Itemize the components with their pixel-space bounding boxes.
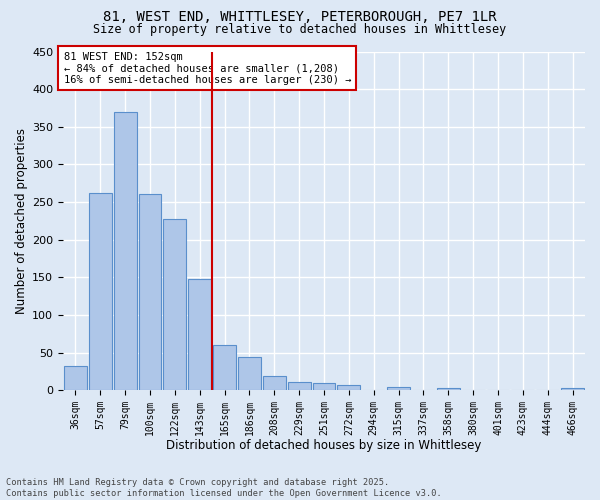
Text: Contains HM Land Registry data © Crown copyright and database right 2025.
Contai: Contains HM Land Registry data © Crown c… — [6, 478, 442, 498]
X-axis label: Distribution of detached houses by size in Whittlesey: Distribution of detached houses by size … — [166, 440, 482, 452]
Bar — [337, 385, 360, 390]
Text: Size of property relative to detached houses in Whittlesey: Size of property relative to detached ho… — [94, 22, 506, 36]
Bar — [437, 388, 460, 390]
Text: 81 WEST END: 152sqm
← 84% of detached houses are smaller (1,208)
16% of semi-det: 81 WEST END: 152sqm ← 84% of detached ho… — [64, 52, 351, 84]
Bar — [163, 218, 187, 390]
Bar — [139, 194, 161, 390]
Bar — [263, 376, 286, 390]
Bar — [313, 383, 335, 390]
Bar — [64, 366, 87, 390]
Text: 81, WEST END, WHITTLESEY, PETERBOROUGH, PE7 1LR: 81, WEST END, WHITTLESEY, PETERBOROUGH, … — [103, 10, 497, 24]
Bar — [288, 382, 311, 390]
Y-axis label: Number of detached properties: Number of detached properties — [15, 128, 28, 314]
Bar — [387, 386, 410, 390]
Bar — [188, 279, 211, 390]
Bar — [238, 357, 261, 390]
Bar — [561, 388, 584, 390]
Bar — [213, 345, 236, 391]
Bar — [114, 112, 137, 390]
Bar — [89, 193, 112, 390]
